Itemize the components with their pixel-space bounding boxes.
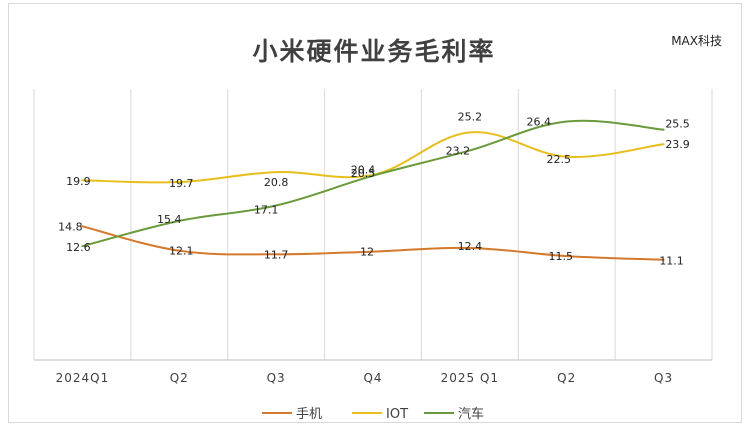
x-tick-label-2: Q3 (267, 371, 286, 385)
chart-title: 小米硬件业务毛利率 (252, 37, 495, 66)
brand-label: MAX科技 (671, 34, 722, 48)
grid-layer (33, 89, 713, 361)
x-tick-label-5: Q2 (557, 371, 576, 385)
data-label-phone-5: 11.5 (548, 250, 573, 263)
legend: 手机 IOT 汽车 (262, 406, 484, 422)
legend-item-car: 汽车 (424, 406, 484, 422)
data-label-car-5: 26.4 (526, 116, 551, 129)
data-label-iot-5: 22.5 (546, 153, 571, 166)
legend-item-phone: 手机 (262, 407, 322, 422)
x-tick-label-0: 2024Q1 (56, 371, 110, 385)
data-label-car-4: 23.2 (446, 144, 471, 157)
data-label-phone-1: 12.1 (169, 245, 194, 258)
data-label-phone-2: 11.7 (264, 248, 289, 261)
data-label-layer: 14.8 12.1 11.7 12 12.4 11.5 11.1 19.9 19.7 20.8 20… (58, 110, 690, 267)
legend-label-phone: 手机 (296, 407, 322, 422)
series-line-car (81, 119, 665, 248)
data-label-iot-2: 20.8 (264, 176, 289, 189)
data-label-iot-3: 20.5 (351, 167, 376, 180)
data-label-iot-0: 19.9 (66, 175, 91, 188)
data-label-car-2: 17.1 (254, 204, 279, 217)
data-label-iot-4: 25.2 (458, 110, 483, 123)
data-label-phone-0: 14.8 (58, 220, 83, 233)
data-label-iot-6: 23.9 (665, 138, 690, 151)
x-tick-label-6: Q3 (654, 371, 673, 385)
data-label-car-3: 20.4 (351, 164, 376, 177)
legend-item-iot: IOT (352, 407, 408, 422)
x-tick-label-3: Q4 (363, 371, 382, 385)
x-tick-label-1: Q2 (170, 371, 189, 385)
data-label-iot-1: 19.7 (169, 177, 194, 190)
data-label-phone-6: 11.1 (659, 255, 684, 268)
x-tick-layer: 2024Q1 Q2 Q3 Q4 2025 Q1 Q2 Q3 (56, 371, 673, 385)
series-line-phone (81, 225, 665, 261)
series-layer (81, 119, 665, 261)
x-tick-label-4: 2025 Q1 (441, 371, 499, 385)
data-label-car-0: 12.6 (66, 241, 91, 254)
data-label-phone-4: 12.4 (458, 240, 483, 253)
chart-frame (8, 3, 742, 423)
data-label-car-1: 15.4 (157, 213, 182, 226)
legend-label-iot: IOT (386, 407, 408, 422)
data-label-phone-3: 12 (360, 246, 374, 259)
data-label-car-6: 25.5 (665, 118, 690, 131)
legend-label-car: 汽车 (458, 406, 484, 422)
